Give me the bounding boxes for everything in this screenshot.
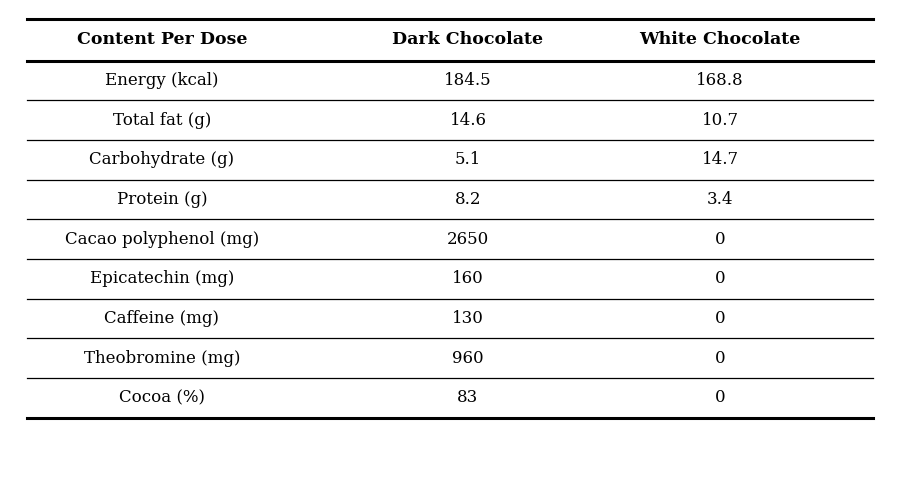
Text: 83: 83 (457, 389, 479, 407)
Text: Cocoa (%): Cocoa (%) (119, 389, 205, 407)
Text: 0: 0 (715, 270, 725, 287)
Text: 168.8: 168.8 (697, 72, 743, 89)
Text: Theobromine (mg): Theobromine (mg) (84, 349, 240, 367)
Text: 960: 960 (452, 349, 484, 367)
Text: 2650: 2650 (447, 230, 489, 248)
Text: Content Per Dose: Content Per Dose (76, 31, 248, 48)
Text: Energy (kcal): Energy (kcal) (105, 72, 219, 89)
Text: 0: 0 (715, 310, 725, 327)
Text: 130: 130 (452, 310, 484, 327)
Text: 10.7: 10.7 (701, 111, 739, 129)
Text: 3.4: 3.4 (706, 191, 733, 208)
Text: 184.5: 184.5 (445, 72, 491, 89)
Text: Cacao polyphenol (mg): Cacao polyphenol (mg) (65, 230, 259, 248)
Text: 14.6: 14.6 (449, 111, 487, 129)
Text: Carbohydrate (g): Carbohydrate (g) (89, 151, 235, 168)
Text: Total fat (g): Total fat (g) (112, 111, 212, 129)
Text: 0: 0 (715, 349, 725, 367)
Text: 5.1: 5.1 (454, 151, 482, 168)
Text: Caffeine (mg): Caffeine (mg) (104, 310, 220, 327)
Text: Protein (g): Protein (g) (117, 191, 207, 208)
Text: 8.2: 8.2 (454, 191, 482, 208)
Text: White Chocolate: White Chocolate (639, 31, 801, 48)
Text: 0: 0 (715, 230, 725, 248)
Text: Dark Chocolate: Dark Chocolate (392, 31, 544, 48)
Text: 14.7: 14.7 (701, 151, 739, 168)
Text: 160: 160 (452, 270, 484, 287)
Text: 0: 0 (715, 389, 725, 407)
Text: Epicatechin (mg): Epicatechin (mg) (90, 270, 234, 287)
